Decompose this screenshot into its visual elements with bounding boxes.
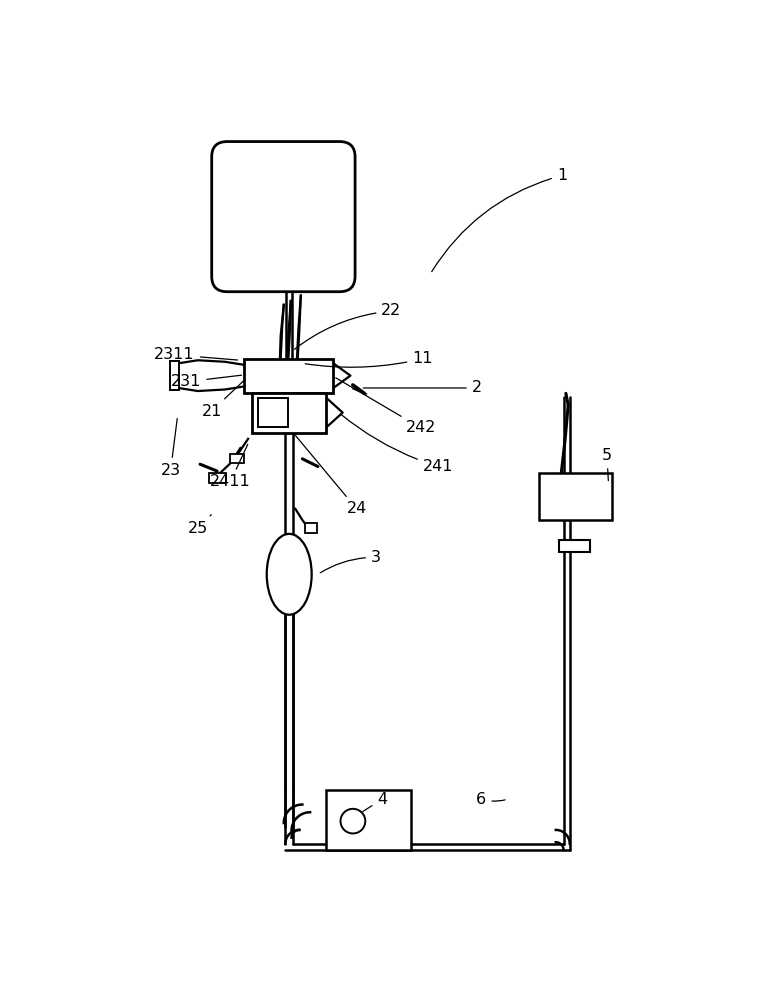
- Ellipse shape: [267, 534, 312, 615]
- FancyBboxPatch shape: [212, 142, 355, 292]
- Text: 2311: 2311: [154, 347, 237, 362]
- Bar: [559, 540, 590, 552]
- Text: 4: 4: [363, 792, 387, 812]
- Bar: [230, 454, 244, 463]
- Bar: [326, 790, 411, 850]
- Text: 21: 21: [202, 381, 244, 419]
- Bar: [170, 361, 179, 390]
- Circle shape: [341, 809, 365, 833]
- Bar: [252, 393, 326, 433]
- Text: 2: 2: [363, 380, 482, 395]
- Bar: [258, 398, 288, 427]
- Text: 11: 11: [305, 351, 433, 367]
- Text: 3: 3: [320, 550, 381, 573]
- Text: 241: 241: [341, 414, 453, 474]
- Bar: [539, 473, 612, 520]
- Text: 231: 231: [171, 374, 241, 389]
- Bar: [244, 359, 334, 393]
- Text: 2411: 2411: [210, 444, 251, 489]
- Text: 22: 22: [294, 303, 402, 349]
- Bar: [210, 473, 227, 483]
- Text: 5: 5: [602, 448, 612, 481]
- Bar: [305, 523, 317, 533]
- Text: 6: 6: [476, 792, 505, 807]
- Text: 25: 25: [188, 515, 211, 536]
- Text: 24: 24: [295, 435, 367, 516]
- Text: 23: 23: [161, 418, 181, 478]
- Text: 1: 1: [431, 168, 567, 272]
- Text: 242: 242: [336, 378, 436, 436]
